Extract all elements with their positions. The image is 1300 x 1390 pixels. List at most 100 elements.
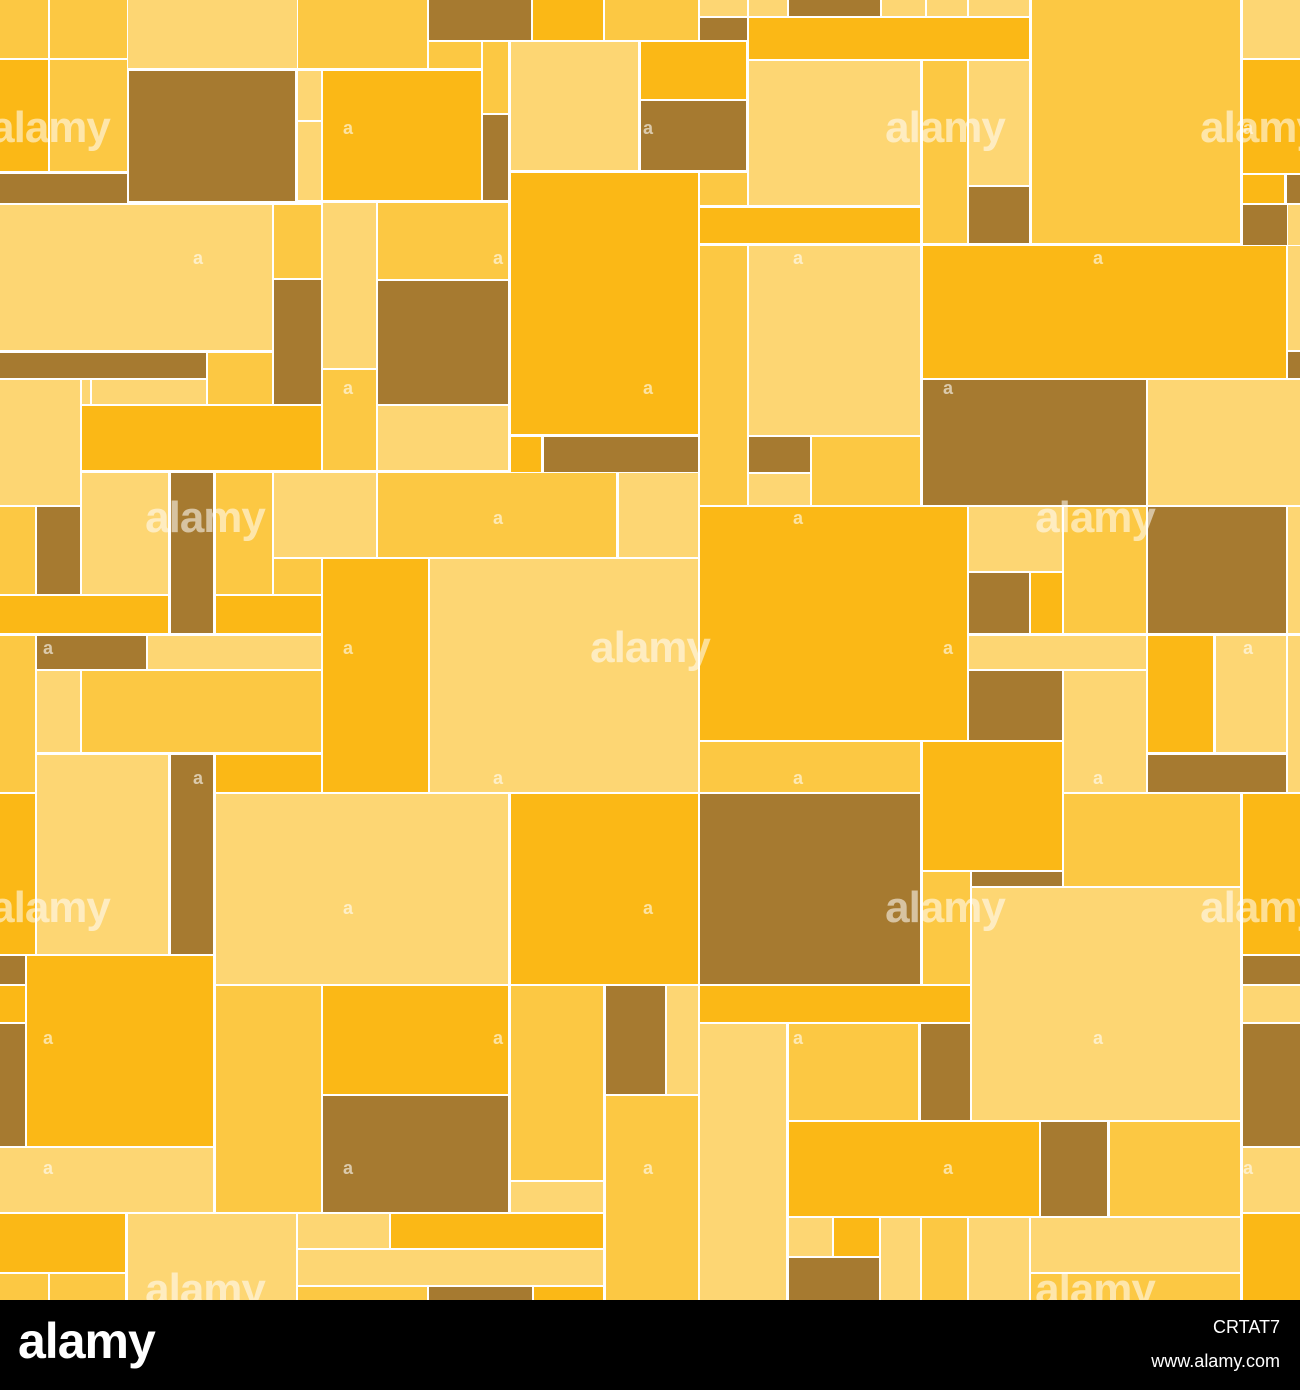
tile-brown <box>969 187 1029 243</box>
tile-light <box>82 473 168 594</box>
tile-orange <box>323 986 508 1094</box>
tile-light <box>969 636 1146 669</box>
tile-light <box>969 61 1029 185</box>
tile-light <box>882 0 925 16</box>
tile-orange <box>534 1287 603 1300</box>
tile-medium <box>216 473 272 594</box>
tile-orange <box>0 1214 125 1272</box>
tile-medium <box>216 986 321 1212</box>
footer-logo: alamy <box>18 1313 156 1369</box>
tile-light <box>511 1182 603 1212</box>
tile-brown <box>0 956 25 984</box>
tile-orange <box>27 956 213 1146</box>
tile-brown <box>1148 755 1286 792</box>
tile-brown <box>921 1024 970 1120</box>
tile-orange <box>511 173 698 434</box>
tile-brown <box>0 174 127 203</box>
tile-orange <box>700 507 967 740</box>
tile-medium <box>605 0 698 40</box>
tile-brown <box>972 872 1062 886</box>
tile-medium <box>922 1218 967 1300</box>
tile-light <box>1216 636 1286 752</box>
tile-light <box>0 205 272 350</box>
tile-brown <box>323 1096 508 1212</box>
tile-brown <box>606 986 665 1094</box>
tile-medium <box>50 60 127 171</box>
tile-light <box>216 794 508 984</box>
tile-medium <box>298 0 427 68</box>
tile-brown <box>129 71 295 201</box>
tile-light <box>37 755 168 954</box>
tile-medium <box>0 636 35 792</box>
tile-medium <box>606 1096 698 1300</box>
tile-brown <box>37 507 80 594</box>
tile-brown <box>429 0 531 40</box>
tile-brown <box>171 473 213 633</box>
tile-light <box>667 986 698 1094</box>
tile-orange <box>323 559 428 792</box>
tile-light <box>148 636 321 669</box>
tile-light <box>969 1218 1029 1300</box>
tile-medium <box>50 1274 125 1300</box>
tile-orange <box>0 986 25 1022</box>
tile-light <box>749 0 787 16</box>
tile-light <box>0 1148 213 1212</box>
tile-orange <box>641 42 746 99</box>
tile-brown <box>171 755 213 954</box>
tile-light <box>1243 986 1300 1022</box>
tile-brown <box>1041 1122 1107 1216</box>
tile-light <box>749 246 920 435</box>
tile-orange <box>82 406 321 470</box>
tile-medium <box>923 61 967 243</box>
tile-brown <box>0 1024 25 1146</box>
tile-orange <box>1031 573 1062 633</box>
tile-medium <box>50 0 127 58</box>
tile-medium <box>511 986 603 1180</box>
tile-medium <box>378 473 616 557</box>
tile-orange <box>923 246 1286 378</box>
tile-orange <box>0 60 48 171</box>
tile-medium <box>274 559 321 594</box>
tile-light <box>128 1214 296 1300</box>
tile-brown <box>789 0 880 16</box>
tile-light <box>1031 1218 1240 1272</box>
tile-medium <box>0 0 48 58</box>
tile-light <box>298 122 321 200</box>
tile-brown <box>1148 507 1286 633</box>
tile-brown <box>1243 1024 1300 1146</box>
tile-orange <box>749 18 1029 59</box>
tile-light <box>1288 636 1300 792</box>
tile-medium <box>1064 794 1240 886</box>
tile-orange <box>0 596 168 633</box>
tile-medium <box>812 437 920 505</box>
tile-brown <box>1287 175 1300 203</box>
tile-orange <box>700 986 970 1022</box>
tile-light <box>1288 507 1300 633</box>
tile-orange <box>511 437 541 472</box>
tile-orange <box>1148 636 1213 752</box>
tile-brown <box>37 636 146 669</box>
tile-light <box>1243 0 1300 58</box>
tile-brown <box>1288 352 1300 378</box>
tile-medium <box>1032 0 1240 243</box>
tile-medium <box>789 1024 918 1120</box>
tile-medium <box>923 872 970 984</box>
tile-light <box>1148 380 1300 505</box>
tile-light <box>969 0 1029 16</box>
tile-orange <box>700 208 920 243</box>
tile-orange <box>391 1214 603 1248</box>
tile-brown <box>789 1258 879 1300</box>
tile-medium <box>429 42 481 68</box>
tile-orange <box>0 794 35 954</box>
tile-light <box>92 380 206 404</box>
tile-brown <box>700 18 747 40</box>
tile-light <box>927 0 967 16</box>
tile-light <box>298 71 321 120</box>
tile-light <box>749 61 920 205</box>
tile-medium <box>1110 1122 1240 1216</box>
tile-brown <box>749 437 810 472</box>
tile-light <box>430 559 698 792</box>
tile-medium <box>274 205 321 278</box>
tile-medium <box>700 742 920 792</box>
footer-url: www.alamy.com <box>1151 1351 1280 1371</box>
